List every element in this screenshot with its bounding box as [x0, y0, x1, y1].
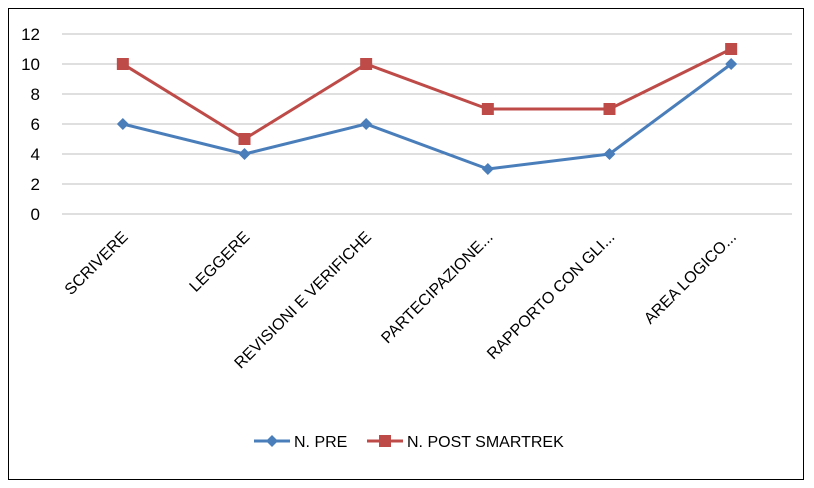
gridlines [62, 33, 792, 215]
data-point [725, 43, 738, 55]
series-2 [116, 43, 738, 145]
data-point [481, 163, 494, 175]
y-tick-label: 4 [31, 145, 40, 164]
legend-label: N. POST SMARTREK [407, 434, 564, 451]
y-axis-ticks: 0 2 4 6 8 10 12 [21, 25, 40, 224]
data-point [481, 103, 494, 115]
data-point [116, 118, 129, 130]
y-tick-label: 6 [31, 115, 40, 134]
legend-item: N. POST SMARTREK [367, 434, 564, 451]
data-point [238, 148, 251, 160]
y-tick-label: 12 [21, 25, 40, 44]
data-point [360, 118, 373, 130]
data-point [725, 58, 738, 70]
y-tick-label: 2 [31, 175, 40, 194]
legend-label: N. PRE [294, 434, 347, 451]
x-tick-label: RAPPORTO CON GLI... [484, 229, 618, 363]
series-1 [116, 58, 738, 175]
legend-marker [379, 435, 391, 447]
series-line [122, 47, 732, 141]
data-point [603, 103, 616, 115]
y-tick-label: 0 [31, 205, 40, 224]
series-line [122, 62, 733, 171]
legend-item: N. PRE [254, 434, 347, 451]
legend-marker [266, 435, 278, 447]
x-tick-label: PARTECIPAZIONE... [378, 229, 496, 347]
data-point [116, 58, 129, 70]
data-point [603, 148, 616, 160]
chart-frame [8, 8, 804, 480]
y-tick-label: 8 [31, 85, 40, 104]
series-group [116, 43, 738, 175]
x-tick-label: AREA LOGICO... [641, 229, 740, 328]
x-tick-label: SCRIVERE [62, 229, 132, 299]
x-tick-label: LEGGERE [187, 229, 254, 296]
data-point [238, 133, 251, 145]
data-point [360, 58, 373, 70]
y-tick-label: 10 [21, 55, 40, 74]
x-tick-label: REVISIONI E VERIFICHE [232, 229, 375, 372]
legend: N. PRE N. POST SMARTREK [254, 434, 564, 451]
